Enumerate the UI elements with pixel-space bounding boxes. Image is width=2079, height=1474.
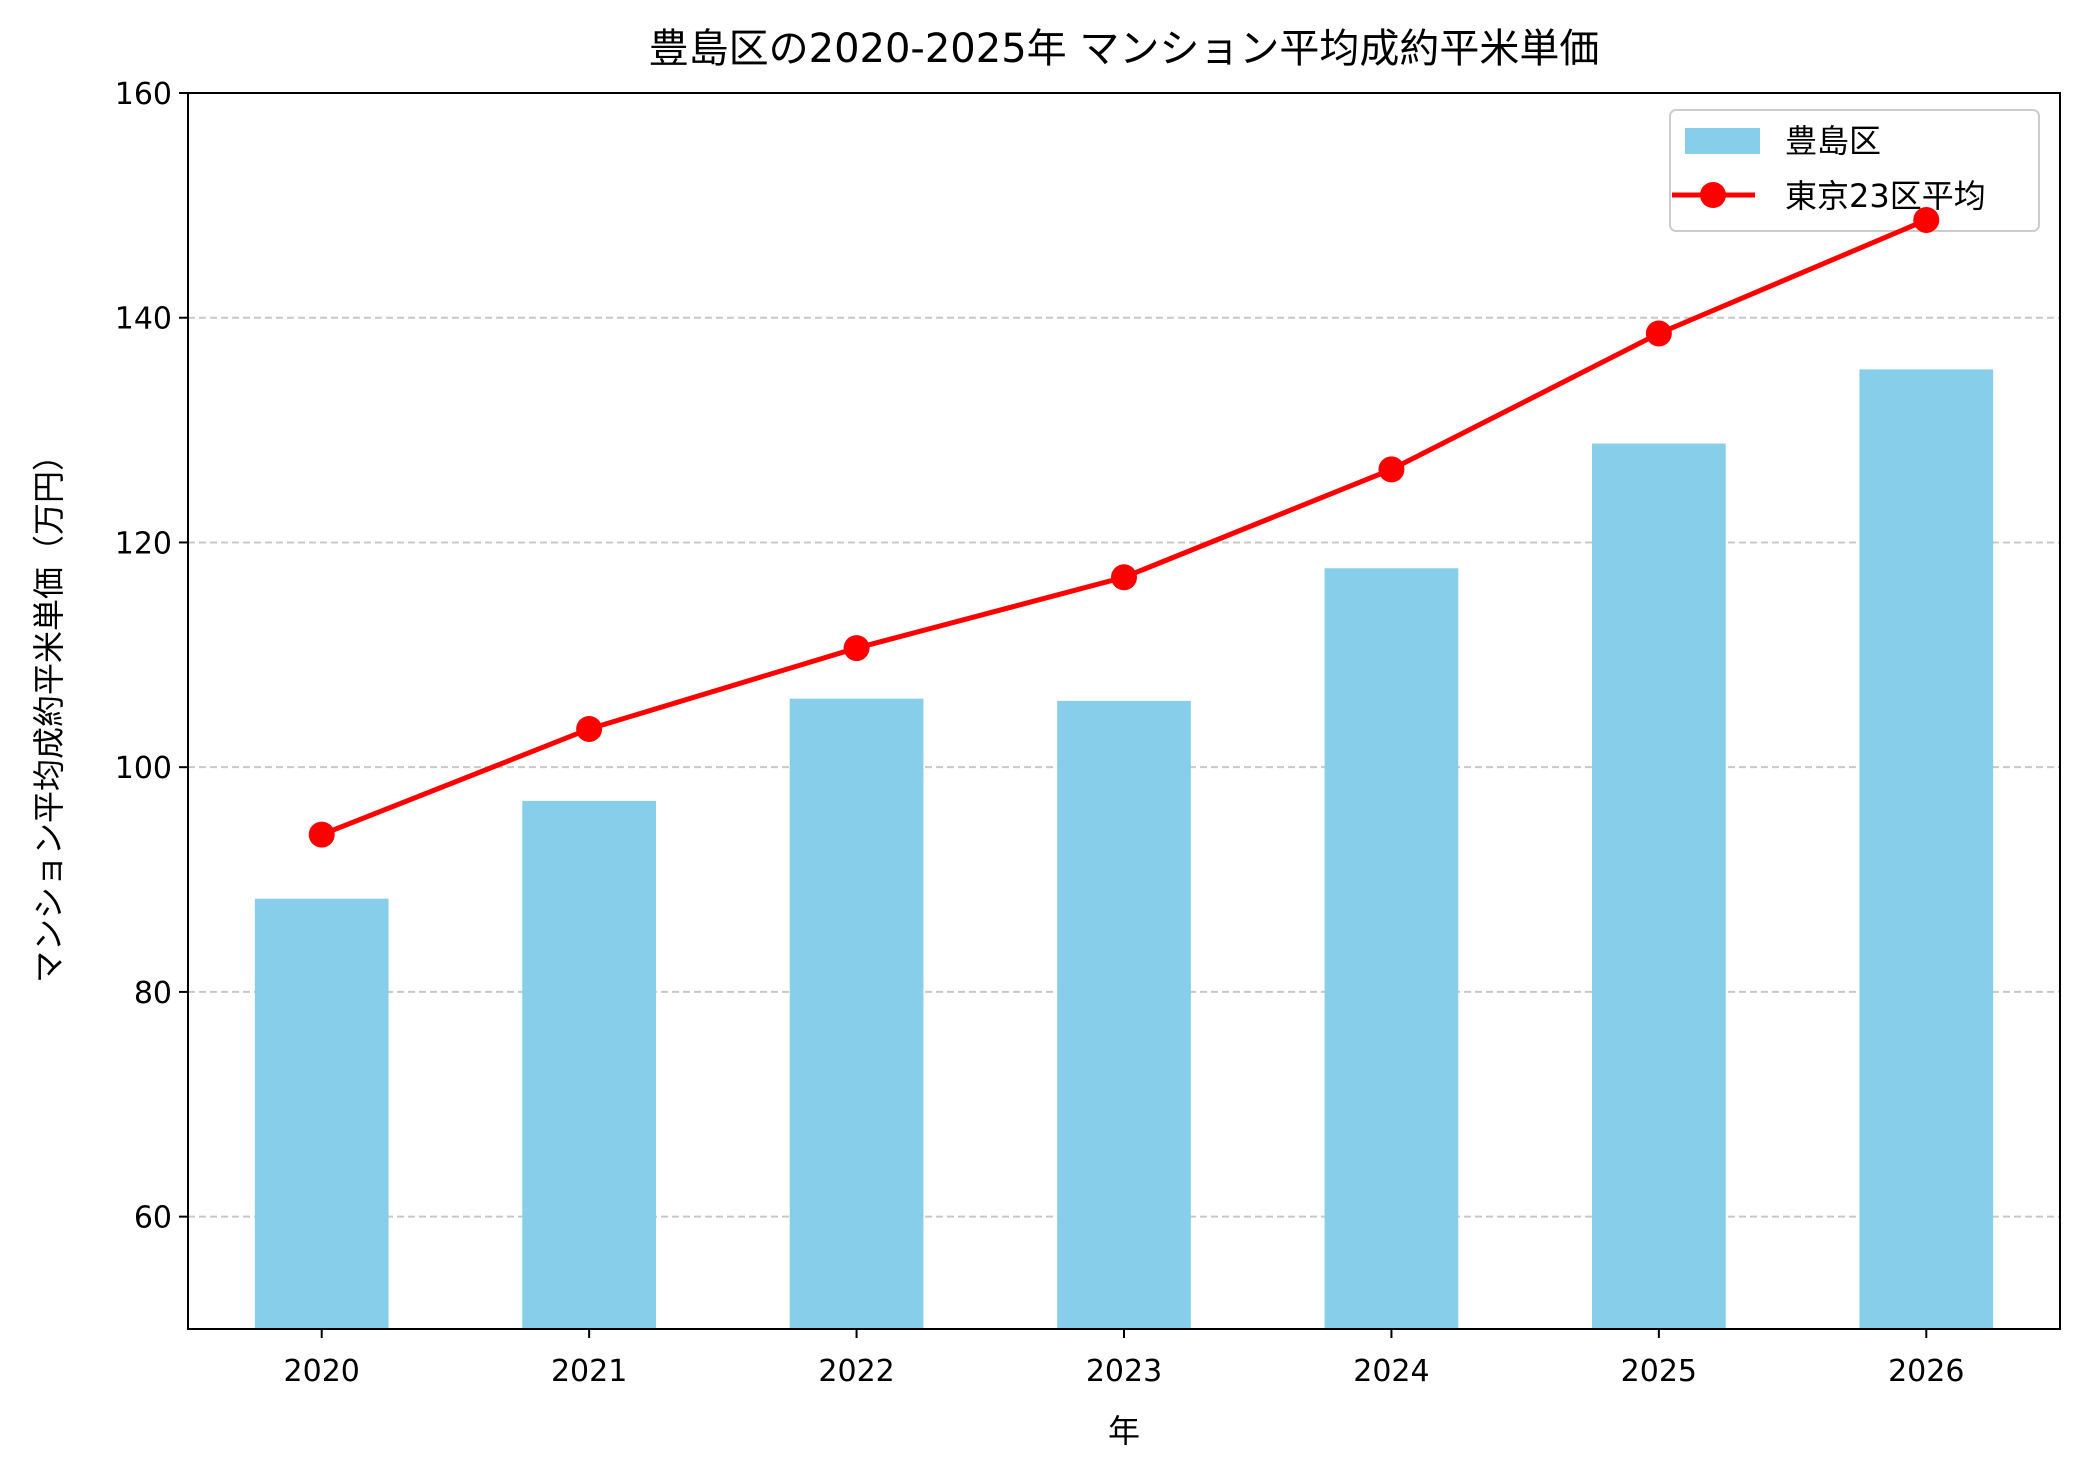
x-tick-label: 2023 — [1086, 1354, 1162, 1389]
chart-title: 豊島区の2020-2025年 マンション平均成約平米単価 — [649, 26, 1600, 72]
x-tick-label: 2021 — [551, 1354, 627, 1389]
line-marker — [576, 715, 603, 742]
x-tick-label: 2026 — [1888, 1354, 1964, 1389]
legend-label-line: 東京23区平均 — [1785, 177, 1986, 215]
x-axis-label: 年 — [1108, 1412, 1140, 1450]
x-tick-label: 2024 — [1353, 1354, 1429, 1389]
y-tick-label: 100 — [115, 751, 172, 786]
bar — [1859, 369, 1994, 1329]
x-tick-label: 2025 — [1621, 1354, 1697, 1389]
line-marker — [843, 635, 870, 662]
x-axis: 2020 2021 2022 2023 2024 2025 2026 — [284, 1329, 1964, 1389]
y-tick-label: 140 — [115, 302, 172, 337]
bar — [1592, 443, 1726, 1329]
y-tick-label: 120 — [115, 526, 172, 561]
line-series — [308, 206, 1940, 848]
bar — [522, 800, 656, 1329]
bar — [1324, 568, 1459, 1329]
line-marker — [308, 821, 335, 848]
bar — [1057, 700, 1191, 1329]
x-tick-label: 2020 — [284, 1354, 360, 1389]
legend: 豊島区 東京23区平均 — [1669, 109, 2040, 232]
y-tick-label: 60 — [134, 1201, 172, 1236]
line-marker — [1111, 564, 1137, 591]
legend-frame — [1669, 109, 2040, 232]
legend-label-bar: 豊島区 — [1785, 122, 1881, 160]
y-axis-label: マンション平均成約平米単価（万円） — [30, 439, 68, 983]
y-tick-label: 80 — [134, 976, 172, 1011]
bar — [789, 698, 924, 1329]
legend-swatch-marker — [1700, 182, 1726, 208]
line-marker — [1645, 320, 1672, 347]
line-marker — [1378, 456, 1405, 483]
bar-series — [254, 369, 1994, 1329]
y-tick-label: 160 — [115, 77, 172, 112]
y-axis: 60 80 100 120 140 160 — [115, 77, 188, 1236]
bar — [254, 898, 389, 1329]
line-marker — [1913, 206, 1940, 233]
x-tick-label: 2022 — [818, 1354, 894, 1389]
legend-swatch-bar — [1685, 128, 1760, 154]
